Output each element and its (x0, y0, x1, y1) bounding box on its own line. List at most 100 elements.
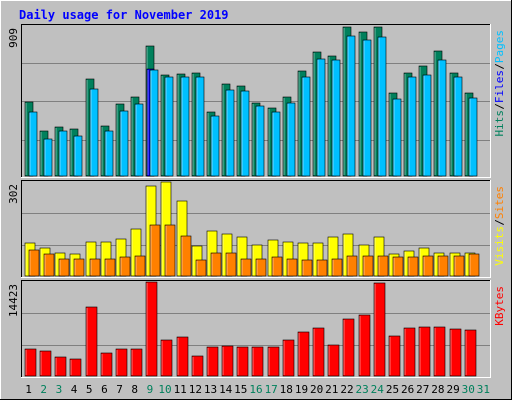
x-tick-label: 22 (340, 383, 353, 396)
bar (28, 249, 40, 277)
bar-body (130, 348, 143, 377)
bar (449, 328, 462, 377)
bar (468, 97, 478, 177)
bar-body (301, 76, 311, 177)
bar (164, 224, 176, 277)
bar (104, 258, 116, 277)
bar (180, 235, 192, 277)
bar-body (433, 326, 446, 377)
legend-entry: KBytes (493, 286, 506, 326)
x-tick-label: 20 (310, 383, 323, 396)
bar-body (392, 98, 402, 177)
bar-body (377, 36, 387, 177)
bar-body (89, 88, 99, 177)
legend-entry: Visits (493, 226, 506, 266)
x-tick-label: 23 (355, 383, 368, 396)
bar-body (236, 346, 249, 377)
bar-body (286, 102, 296, 177)
bar-body (331, 59, 341, 177)
legend-entry: Sites (493, 186, 506, 219)
bar-body (100, 352, 113, 377)
panel-kbytes: 14423 KBytes (7, 280, 506, 378)
bar (327, 344, 340, 377)
bar (221, 345, 234, 377)
bar (286, 258, 298, 277)
bar (24, 348, 37, 377)
bar (358, 314, 371, 377)
bar (39, 350, 52, 377)
x-tick-label: 2 (40, 383, 47, 396)
bar (271, 111, 281, 177)
x-tick-label: 5 (86, 383, 93, 396)
x-tick-label: 3 (56, 383, 63, 396)
bar (191, 355, 204, 377)
bar (346, 35, 356, 177)
bar (69, 358, 82, 377)
x-tick-label: 27 (416, 383, 429, 396)
bar-body (149, 69, 159, 177)
bar-body (267, 346, 280, 377)
x-tick-label: 7 (116, 383, 123, 396)
bar-body (437, 255, 449, 277)
bar-body (221, 345, 234, 377)
bar-body (422, 74, 432, 177)
bar (255, 105, 265, 177)
bar (134, 255, 146, 277)
bar (403, 327, 416, 377)
panel-hits: 909 Pages/Files/Hits (7, 24, 506, 178)
x-tick-label: 18 (280, 383, 293, 396)
bar-body (297, 331, 310, 377)
panel-visits: 302 Sites/Visits (7, 180, 506, 278)
x-tick-label: 24 (371, 383, 385, 396)
x-tick-label: 21 (325, 383, 338, 396)
bar (342, 318, 355, 377)
x-tick-label: 19 (295, 383, 308, 396)
bar-body (407, 76, 417, 177)
bar-body (255, 105, 265, 177)
bar-body (225, 252, 237, 277)
bar-body (164, 76, 174, 177)
bar-body (28, 249, 40, 277)
bar-body (407, 256, 419, 277)
x-axis-day-labels: 1 2 3 4 5 6 7 8 9 10 11 12 13 14 15 16 17 18 19 20 21 22 23 24 2… (25, 383, 490, 396)
bar (377, 36, 387, 177)
x-tick-label: 17 (265, 383, 278, 396)
bar-body (282, 339, 295, 377)
bar (392, 256, 404, 277)
bar-body (195, 259, 207, 277)
bar-body (134, 255, 146, 277)
bar (225, 252, 237, 277)
x-tick-label: 29 (446, 383, 459, 396)
bar (331, 59, 341, 177)
bar-body (392, 256, 404, 277)
legend-entry: Files (493, 70, 506, 103)
bar (160, 339, 173, 377)
bar (236, 346, 249, 377)
bar (210, 252, 222, 277)
bar-body (464, 329, 477, 377)
bar (149, 224, 161, 277)
x-tick-label: 8 (131, 383, 138, 396)
x-tick-label: 11 (174, 383, 187, 396)
bar-body (58, 130, 68, 177)
bar (407, 256, 419, 277)
x-tick-label: 9 (147, 383, 154, 396)
bar-body (437, 59, 447, 177)
x-tick-label: 10 (158, 383, 171, 396)
bar (176, 336, 189, 377)
bar-body (240, 90, 250, 177)
bar (195, 259, 207, 277)
bar (85, 306, 98, 377)
bar (316, 259, 328, 277)
x-tick-label: 30 (462, 383, 475, 396)
bar (388, 335, 401, 377)
bar (346, 255, 358, 277)
bar (210, 115, 220, 177)
bar (251, 346, 264, 377)
bar-body (403, 327, 416, 377)
bar-body (422, 255, 434, 277)
bar-body (327, 344, 340, 377)
